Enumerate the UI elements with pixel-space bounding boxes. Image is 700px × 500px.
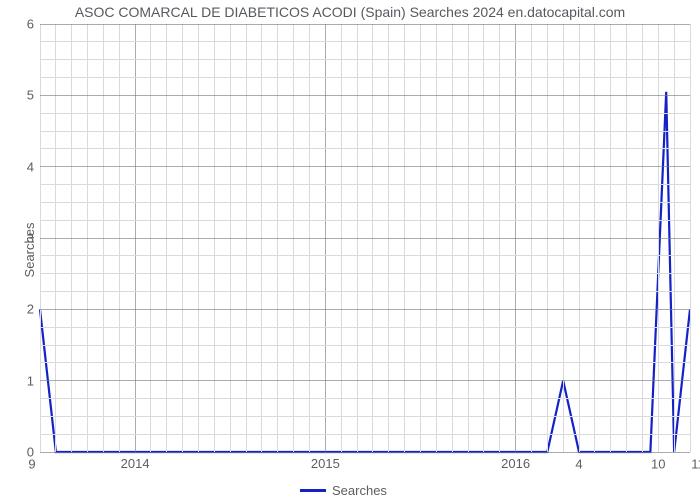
- grid-minor-h: [40, 416, 690, 417]
- grid-minor-h: [40, 131, 690, 132]
- y-tick-label: 6: [27, 17, 40, 32]
- data-callout: 11: [691, 457, 700, 472]
- x-tick-label: 2014: [121, 452, 150, 471]
- data-callout: 9: [28, 457, 35, 472]
- grid-minor-h: [40, 184, 690, 185]
- chart-container: ASOC COMARCAL DE DIABETICOS ACODI (Spain…: [0, 0, 700, 500]
- grid-minor-h: [40, 148, 690, 149]
- data-callout: 4: [575, 457, 582, 472]
- grid-major-h: [40, 95, 690, 96]
- y-tick-label: 4: [27, 159, 40, 174]
- x-tick-label: 2015: [311, 452, 340, 471]
- grid-minor-h: [40, 77, 690, 78]
- plot-area: 0123456201420152016941011: [40, 24, 690, 452]
- grid-minor-h: [40, 398, 690, 399]
- grid-minor-h: [40, 291, 690, 292]
- grid-minor-h: [40, 345, 690, 346]
- grid-minor-h: [40, 255, 690, 256]
- grid-minor-h: [40, 113, 690, 114]
- grid-major-h: [40, 309, 690, 310]
- grid-minor-h: [40, 327, 690, 328]
- chart-title: ASOC COMARCAL DE DIABETICOS ACODI (Spain…: [0, 4, 700, 20]
- grid-major-h: [40, 238, 690, 239]
- y-tick-label: 2: [27, 302, 40, 317]
- grid-major-h: [40, 24, 690, 25]
- grid-minor-h: [40, 273, 690, 274]
- grid-major-h: [40, 380, 690, 381]
- data-callout: 10: [651, 457, 665, 472]
- grid-minor-h: [40, 59, 690, 60]
- grid-major-h: [40, 166, 690, 167]
- grid-minor-h: [40, 362, 690, 363]
- legend-swatch: [300, 489, 326, 492]
- legend: Searches: [300, 483, 387, 498]
- legend-label: Searches: [332, 483, 387, 498]
- x-tick-label: 2016: [501, 452, 530, 471]
- grid-minor-h: [40, 41, 690, 42]
- grid-minor-h: [40, 220, 690, 221]
- y-tick-label: 3: [27, 231, 40, 246]
- grid-minor-h: [40, 434, 690, 435]
- y-tick-label: 5: [27, 88, 40, 103]
- grid-minor-h: [40, 202, 690, 203]
- y-tick-label: 1: [27, 373, 40, 388]
